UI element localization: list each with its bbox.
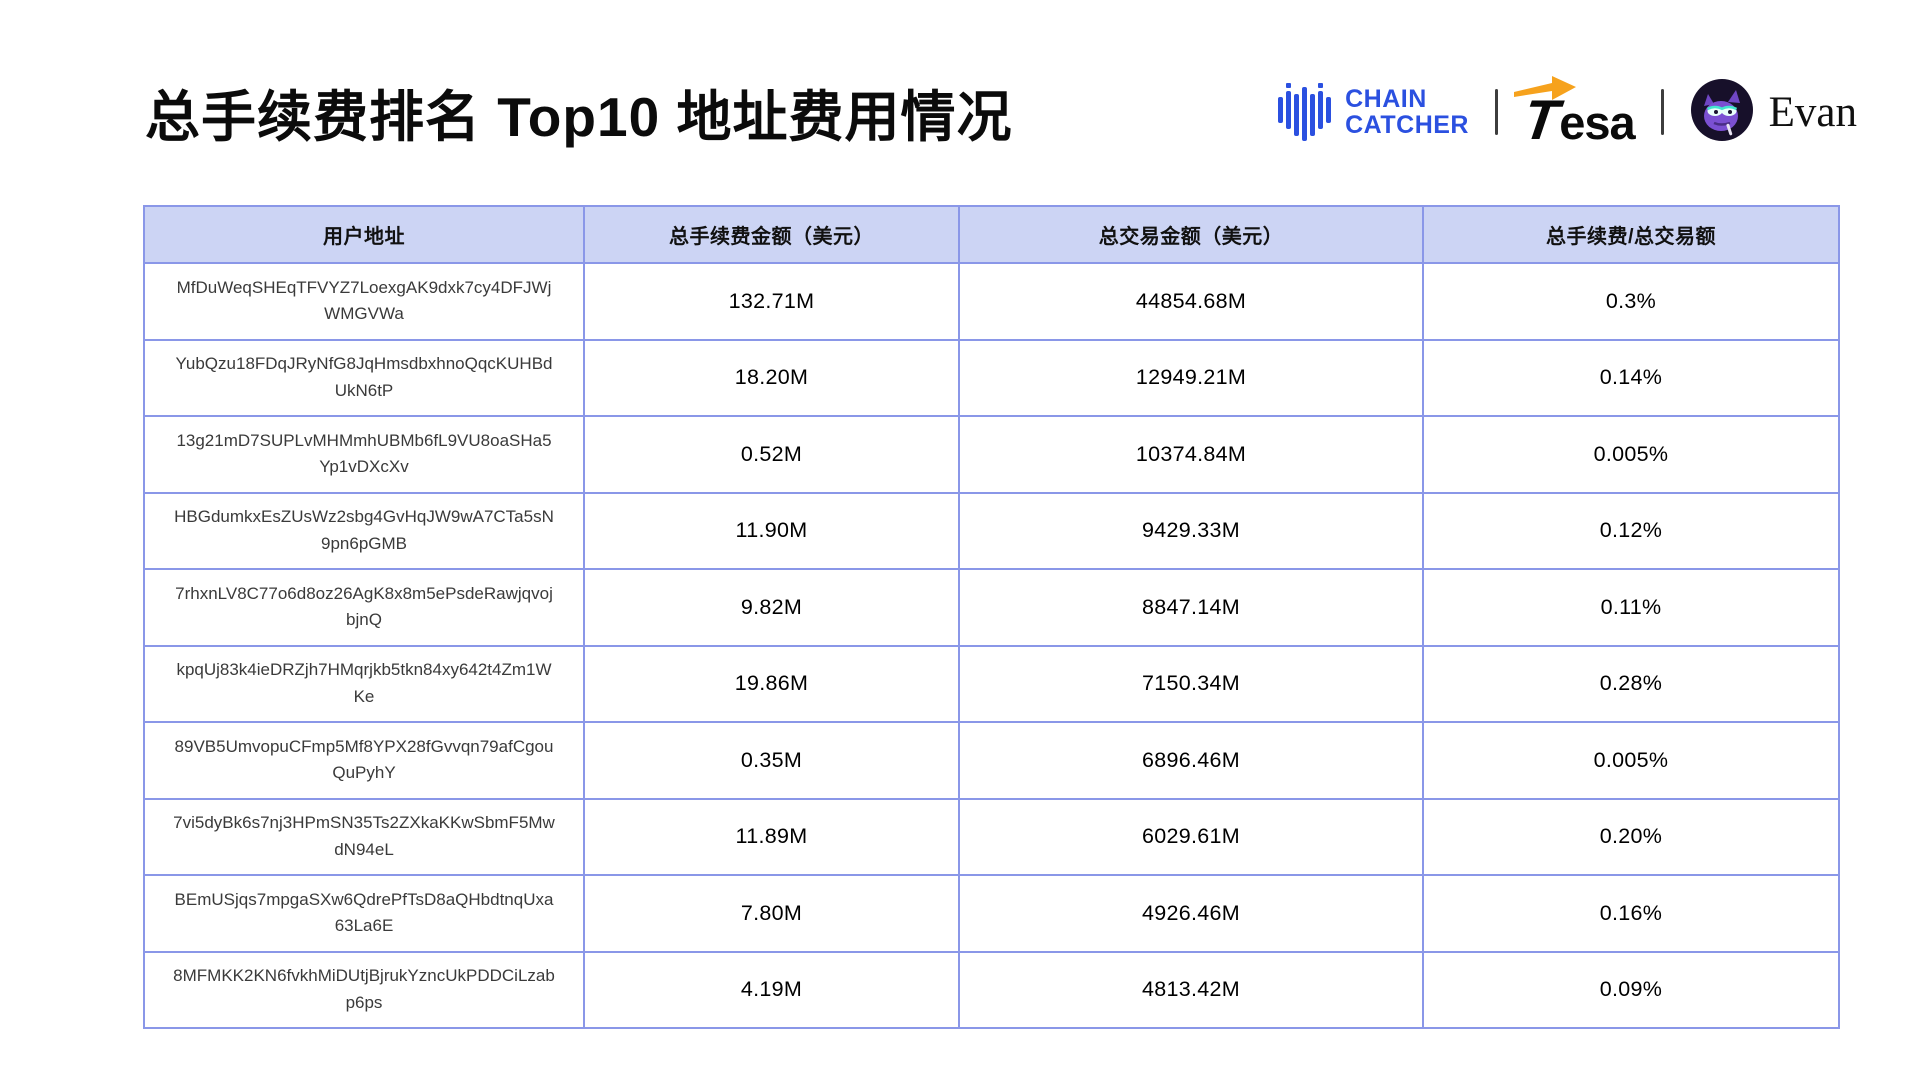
cell-volume: 10374.84M	[958, 415, 1424, 494]
cell-fee: 11.89M	[583, 797, 960, 876]
tesa-letter-t: T	[1519, 88, 1563, 152]
page-title: 总手续费排名 Top10 地址费用情况	[145, 86, 1013, 148]
cell-volume: 4926.46M	[958, 874, 1424, 953]
cell-address: YubQzu18FDqJRyNfG8JqHmsdbxhnoQqcKUHBdUkN…	[143, 338, 585, 417]
cell-address: HBGdumkxEsZUsWz2sbg4GvHqJW9wA7CTa5sN9pn6…	[143, 491, 585, 570]
cell-volume: 4813.42M	[958, 950, 1424, 1029]
col-header-address: 用户地址	[143, 205, 585, 264]
table-row: HBGdumkxEsZUsWz2sbg4GvHqJW9wA7CTa5sN9pn6…	[143, 491, 1840, 570]
cell-volume: 12949.21M	[958, 338, 1424, 417]
chaincatcher-icon	[1276, 79, 1332, 146]
cell-fee: 132.71M	[583, 262, 960, 341]
table-body: MfDuWeqSHEqTFVYZ7LoexgAK9dxk7cy4DFJWjWMG…	[143, 262, 1840, 1029]
cell-address: 8MFMKK2KN6fvkhMiDUtjBjrukYzncUkPDDCiLzab…	[143, 950, 585, 1029]
cell-address: MfDuWeqSHEqTFVYZ7LoexgAK9dxk7cy4DFJWjWMG…	[143, 262, 585, 341]
cell-address: 7vi5dyBk6s7nj3HPmSN35Ts2ZXkaKKwSbmF5MwdN…	[143, 797, 585, 876]
cell-address: BEmUSjqs7mpgaSXw6QdrePfTsD8aQHbdtnqUxa63…	[143, 874, 585, 953]
cell-volume: 9429.33M	[958, 491, 1424, 570]
top-bar: 总手续费排名 Top10 地址费用情况	[145, 52, 1857, 172]
table-row: kpqUj83k4ieDRZjh7HMqrjkb5tkn84xy642t4Zm1…	[143, 644, 1840, 723]
cell-fee: 0.52M	[583, 415, 960, 494]
cell-fee: 11.90M	[583, 491, 960, 570]
chaincatcher-line1: CHAIN	[1345, 84, 1427, 113]
cell-volume: 7150.34M	[958, 644, 1424, 723]
cell-address: 7rhxnLV8C77o6d8oz26AgK8x8m5ePsdeRawjqvoj…	[143, 568, 585, 647]
evan-label: Evan	[1768, 88, 1857, 136]
table-row: YubQzu18FDqJRyNfG8JqHmsdbxhnoQqcKUHBdUkN…	[143, 338, 1840, 417]
cell-fee: 19.86M	[583, 644, 960, 723]
col-header-ratio: 总手续费/总交易额	[1422, 205, 1840, 264]
cell-volume: 6029.61M	[958, 797, 1424, 876]
cell-fee: 0.35M	[583, 721, 960, 800]
table-row: 8MFMKK2KN6fvkhMiDUtjBjrukYzncUkPDDCiLzab…	[143, 950, 1840, 1029]
logo-divider	[1660, 89, 1664, 135]
table-row: MfDuWeqSHEqTFVYZ7LoexgAK9dxk7cy4DFJWjWMG…	[143, 262, 1840, 341]
cell-fee: 18.20M	[583, 338, 960, 417]
cell-ratio: 0.16%	[1422, 874, 1840, 953]
table-header-row: 用户地址 总手续费金额（美元） 总交易金额（美元） 总手续费/总交易额	[143, 205, 1840, 264]
cell-address: 13g21mD7SUPLvMHMmhUBMb6fL9VU8oaSHa5Yp1vD…	[143, 415, 585, 494]
cell-ratio: 0.28%	[1422, 644, 1840, 723]
table-row: 13g21mD7SUPLvMHMmhUBMb6fL9VU8oaSHa5Yp1vD…	[143, 415, 1840, 494]
cell-fee: 4.19M	[583, 950, 960, 1029]
chaincatcher-wordmark: CHAIN CATCHER	[1345, 84, 1469, 139]
evan-logo: Evan	[1690, 78, 1857, 147]
tesa-arrow-icon	[1514, 76, 1576, 111]
cell-address: kpqUj83k4ieDRZjh7HMqrjkb5tkn84xy642t4Zm1…	[143, 644, 585, 723]
cell-volume: 44854.68M	[958, 262, 1424, 341]
table-row: 7vi5dyBk6s7nj3HPmSN35Ts2ZXkaKKwSbmF5MwdN…	[143, 797, 1840, 876]
logo-divider	[1495, 89, 1498, 135]
cell-ratio: 0.3%	[1422, 262, 1840, 341]
table-row: BEmUSjqs7mpgaSXw6QdrePfTsD8aQHbdtnqUxa63…	[143, 874, 1840, 953]
evan-avatar-icon	[1690, 78, 1754, 147]
cell-ratio: 0.005%	[1422, 415, 1840, 494]
cell-fee: 7.80M	[583, 874, 960, 953]
tesa-letters-esa: esa	[1559, 95, 1635, 149]
table-row: 7rhxnLV8C77o6d8oz26AgK8x8m5ePsdeRawjqvoj…	[143, 568, 1840, 647]
logo-row: CHAIN CATCHER T esa	[1276, 76, 1857, 152]
cell-ratio: 0.11%	[1422, 568, 1840, 647]
col-header-volume: 总交易金额（美元）	[958, 205, 1424, 264]
tesa-logo: T esa	[1514, 76, 1636, 152]
cell-volume: 6896.46M	[958, 721, 1424, 800]
cell-fee: 9.82M	[583, 568, 960, 647]
fee-table: 用户地址 总手续费金额（美元） 总交易金额（美元） 总手续费/总交易额 MfDu…	[143, 205, 1840, 1029]
chaincatcher-logo: CHAIN CATCHER	[1276, 79, 1469, 146]
col-header-fee: 总手续费金额（美元）	[583, 205, 960, 264]
cell-ratio: 0.09%	[1422, 950, 1840, 1029]
cell-ratio: 0.20%	[1422, 797, 1840, 876]
cell-ratio: 0.14%	[1422, 338, 1840, 417]
cell-ratio: 0.005%	[1422, 721, 1840, 800]
cell-ratio: 0.12%	[1422, 491, 1840, 570]
cell-address: 89VB5UmvopuCFmp5Mf8YPX28fGvvqn79afCgouQu…	[143, 721, 585, 800]
chaincatcher-line2: CATCHER	[1345, 111, 1469, 139]
cell-volume: 8847.14M	[958, 568, 1424, 647]
table-row: 89VB5UmvopuCFmp5Mf8YPX28fGvvqn79afCgouQu…	[143, 721, 1840, 800]
